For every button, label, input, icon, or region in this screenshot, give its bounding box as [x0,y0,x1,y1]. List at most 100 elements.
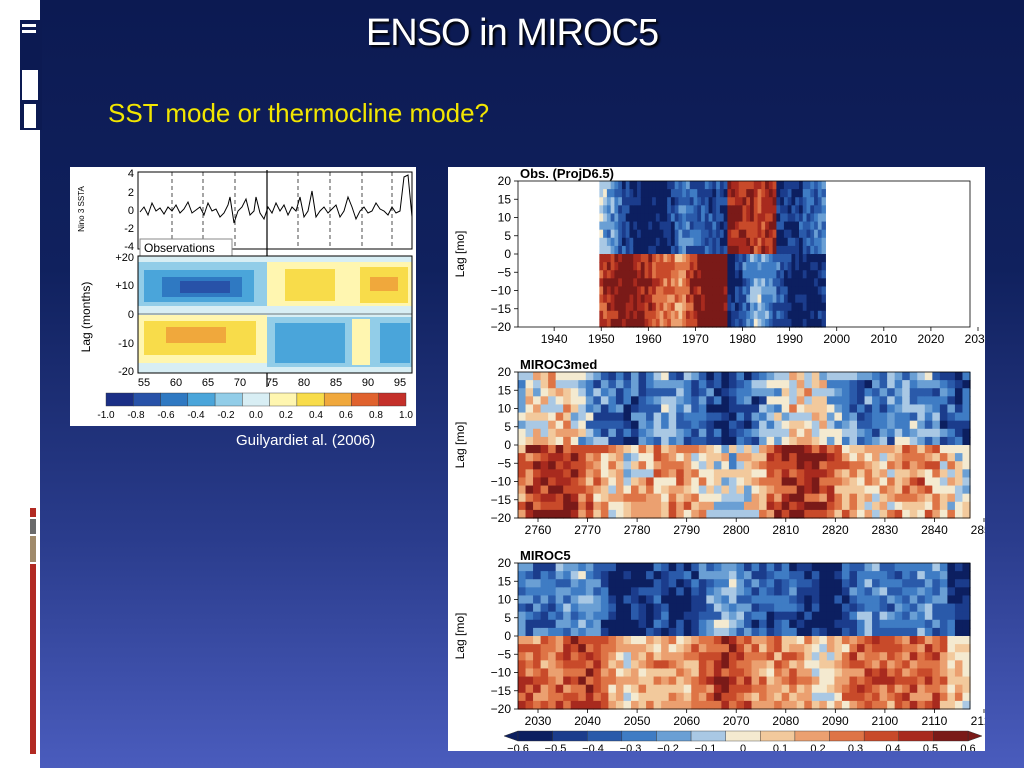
guilyardi-figure: 4 2 0 -2 -4 Nino 3 SSTA Observations [70,167,416,426]
slide-ornament [20,20,42,130]
heatmap-cell [548,485,557,495]
heatmap-cell [872,372,881,381]
heatmap-cell [819,436,828,446]
heatmap-cell [887,627,896,637]
heatmap-cell [593,611,602,621]
heatmap-cell [663,270,668,279]
heatmap-cell [751,420,760,430]
heatmap-cell [608,453,617,462]
heatmap-cell [644,302,649,312]
heatmap-cell [924,477,933,487]
heatmap-cell [887,636,896,645]
heatmap-cell [640,205,646,215]
heatmap-cell [857,388,866,397]
heatmap-cell [759,445,768,454]
heatmap-cell [631,595,640,605]
heatmap-cell [864,396,873,406]
heatmap-cell [606,237,612,247]
heatmap-cell [902,445,911,454]
heatmap-cell [744,652,753,661]
heatmap-cell [691,428,700,438]
heatmap-cell [631,700,640,710]
heatmap-cell [713,461,722,470]
heatmap-cell [909,372,918,381]
heatmap-cell [781,501,790,511]
heatmap-cell [661,461,670,470]
heatmap-cell [924,485,933,495]
heatmap-cell [585,493,594,503]
heatmap-cell [751,412,760,422]
heatmap-cell [751,571,760,580]
heatmap-cell [638,485,647,495]
heatmap-cell [570,692,579,702]
heatmap-cell [653,684,662,694]
heatmap-cell [563,469,572,479]
heatmap-cell [698,461,707,470]
heatmap-cell [704,205,710,215]
heatmap-cell [821,197,826,206]
heatmap-cell [902,563,911,572]
heatmap-cell [648,237,653,247]
heatmap-cell [663,237,668,247]
heatmap-cell [600,603,609,613]
heatmap-cell [727,181,732,190]
heatmap-cell [894,668,903,678]
heatmap-cell [676,652,685,661]
heatmap-cell [757,310,762,320]
heatmap-cell [667,181,672,190]
heatmap-cell [629,237,634,247]
heatmap-cell [731,286,736,296]
heatmap-cell [719,302,725,312]
heatmap-cell [841,692,851,702]
heatmap-cell [857,453,866,462]
heatmap-cell [924,587,933,597]
heatmap-cell [644,262,649,271]
panel-ytick: −20 [491,320,512,334]
heatmap-cell [640,213,646,223]
heatmap-cell [600,563,609,572]
heatmap-cell [791,197,796,206]
heatmap-cell [780,318,785,328]
heatmap-cell [768,310,774,320]
heatmap-cell [744,396,753,406]
heatmap-cell [674,221,680,231]
heatmap-cell [742,181,747,190]
heatmap-cell [810,262,815,271]
heatmap-cell [698,684,707,694]
heatmap-cell [834,461,843,470]
heatmap-cell [640,189,646,198]
heatmap-cell [712,189,717,198]
heatmap-cell [685,310,691,320]
heatmap-cell [719,245,725,255]
heatmap-cell [697,286,702,296]
heatmap-cell [670,278,676,288]
heatmap-cell [810,318,815,328]
heatmap-cell [909,453,918,462]
heatmap-cell [693,310,698,320]
heatmap-cell [653,501,662,511]
heatmap-cell [811,571,820,580]
heatmap-cell [753,278,759,288]
heatmap-cell [533,619,542,629]
heatmap-cell [947,436,956,446]
heatmap-cell [525,436,534,446]
heatmap-cell [533,700,542,710]
heatmap-cell [674,181,680,190]
heatmap-cell [570,509,579,519]
heatmap-cell [947,404,956,414]
heatmap-cell [555,579,564,588]
heatmap-cell [751,611,760,621]
heatmap-cell [676,485,685,495]
heatmap-cell [603,189,608,198]
heatmap-cell [716,229,721,239]
heatmap-cell [691,396,700,406]
heatmap-cell [678,205,683,215]
left-top-ytick: 2 [128,187,134,199]
heatmap-cell [623,627,632,637]
heatmap-cell [663,189,668,198]
heatmap-cell [648,270,653,279]
heatmap-cell [766,453,775,462]
heatmap-cell [637,286,642,296]
heatmap-cell [917,485,926,495]
heatmap-cell [751,396,760,406]
